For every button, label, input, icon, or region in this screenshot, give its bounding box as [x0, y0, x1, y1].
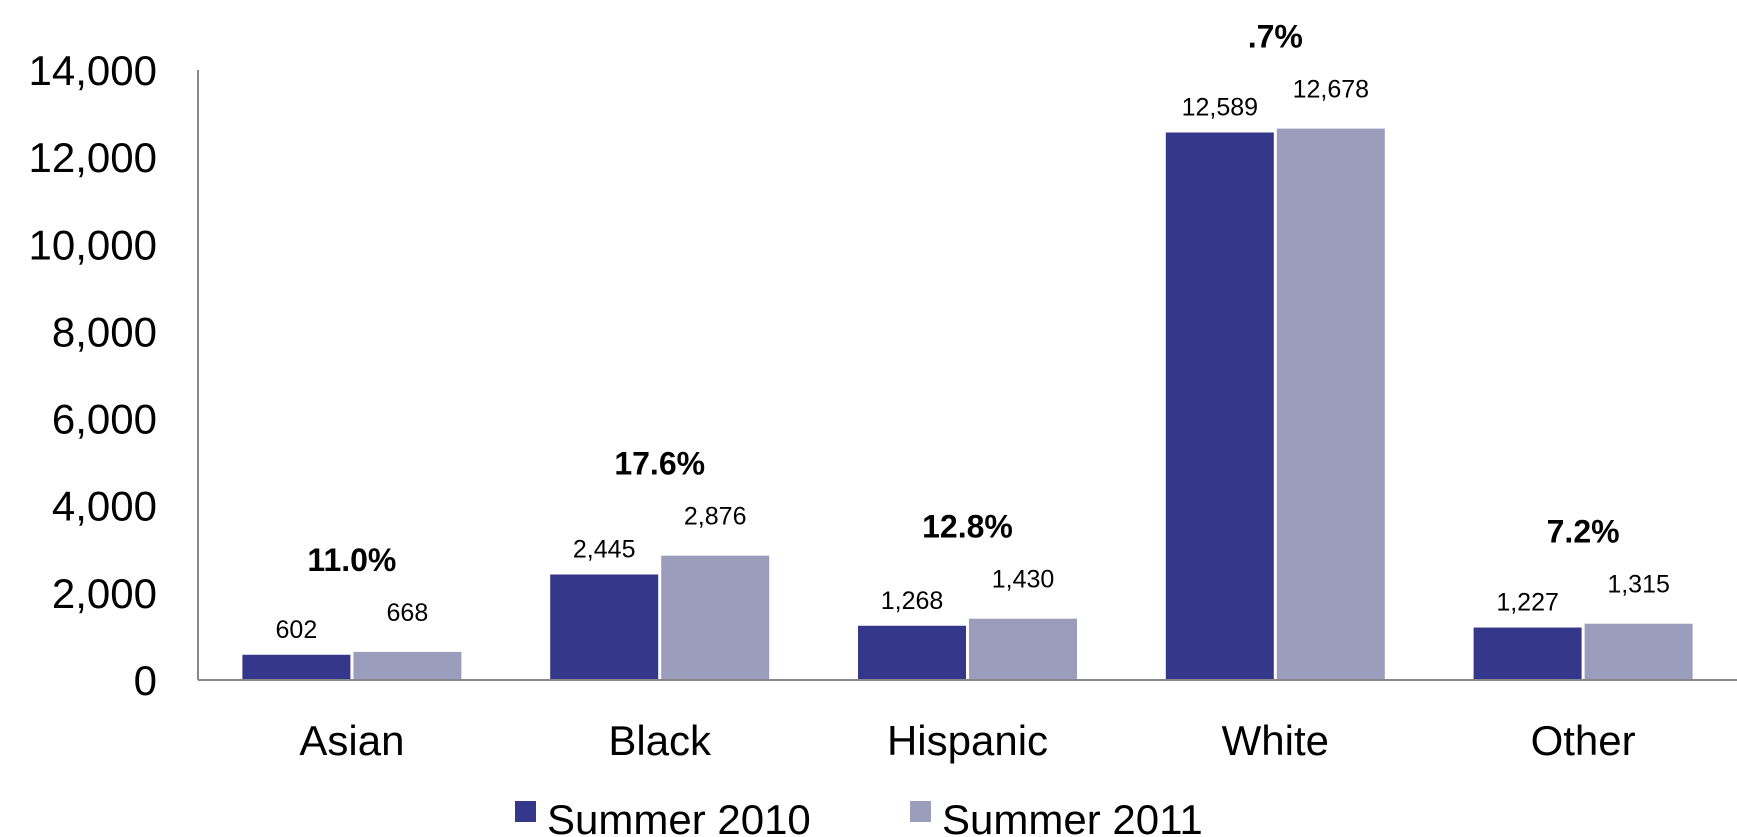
bar-black-2011: [659, 553, 772, 682]
legend: Summer 2010 Summer 2011: [515, 796, 1203, 837]
category-label: Hispanic: [887, 717, 1048, 764]
percent-change-label: 12.8%: [922, 509, 1013, 545]
y-tick-label: 0: [134, 657, 157, 704]
bar-value-label: 2,445: [573, 535, 636, 563]
y-tick-label: 10,000: [29, 221, 157, 268]
bar-asian-2010: [240, 652, 353, 682]
category-label: Asian: [299, 717, 404, 764]
percent-change-label: 7.2%: [1547, 514, 1620, 550]
percent-change-labels: 11.0% 17.6% 12.8% .7% 7.2%: [307, 19, 1619, 578]
bar-other-2011: [1582, 621, 1695, 681]
legend-label: Summer 2010: [547, 796, 811, 837]
bar-value-label: 668: [387, 599, 429, 627]
bar-black-2010: [548, 572, 661, 681]
category-label: Black: [608, 717, 712, 764]
percent-change-label: 11.0%: [307, 542, 396, 578]
y-tick-label: 12,000: [29, 134, 157, 181]
bar-value-label: 1,315: [1607, 571, 1670, 599]
legend-label: Summer 2011: [942, 796, 1203, 837]
bar-value-label: 602: [276, 616, 318, 644]
y-tick-label: 6,000: [52, 396, 157, 443]
bar-value-label: 12,589: [1182, 93, 1258, 121]
bar-other-2010: [1471, 625, 1584, 681]
y-tick-label: 8,000: [52, 308, 157, 355]
bar-white-2010: [1163, 130, 1276, 681]
bar-hispanic-2010: [856, 623, 968, 681]
y-tick-label: 4,000: [52, 483, 157, 530]
category-labels: Asian Black Hispanic White Other: [299, 717, 1635, 764]
bar-value-label: 1,430: [992, 566, 1055, 594]
bar-asian-2011: [351, 649, 464, 682]
bars: [240, 126, 1695, 682]
y-axis-ticks: 0 2,000 4,000 6,000 8,000 10,000 12,000 14,000: [29, 47, 157, 704]
legend-swatch: [910, 801, 931, 822]
category-label: White: [1222, 717, 1329, 764]
category-label: Other: [1531, 717, 1636, 764]
y-tick-label: 14,000: [29, 47, 157, 94]
percent-change-label: 17.6%: [614, 446, 705, 482]
bar-value-label: 1,268: [881, 587, 944, 615]
bar-white-2011: [1274, 126, 1387, 681]
bar-value-label: 1,227: [1496, 589, 1559, 617]
bar-value-label: 2,876: [684, 503, 747, 531]
legend-swatch: [515, 801, 536, 822]
value-labels: 602 668 2,445 2,876 1,268 1,430 12,589 12,678 1,…: [276, 76, 1670, 644]
bar-hispanic-2011: [967, 616, 1079, 682]
percent-change-label: .7%: [1248, 19, 1303, 55]
bar-value-label: 12,678: [1293, 76, 1369, 104]
y-tick-label: 2,000: [52, 570, 157, 617]
